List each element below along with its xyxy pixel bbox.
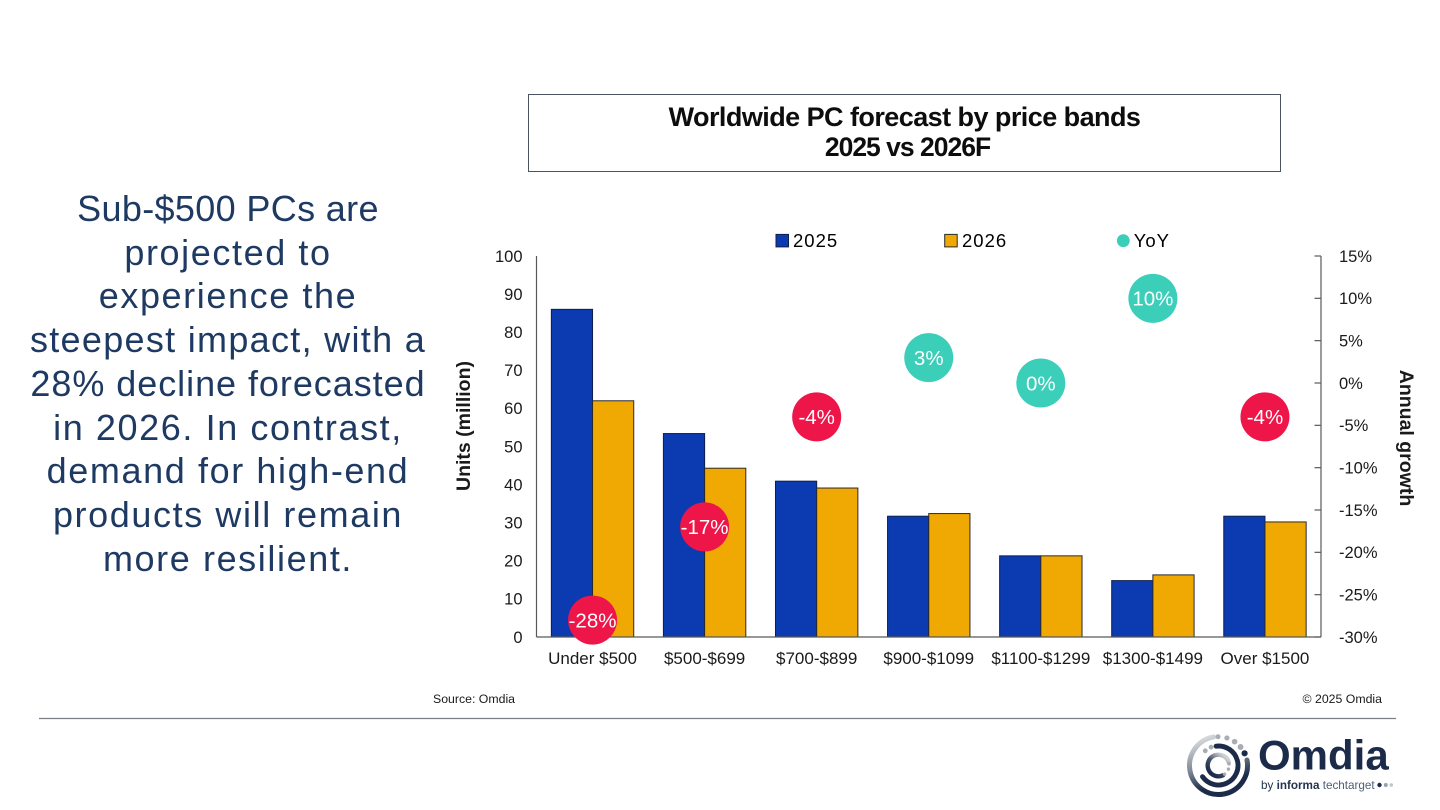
svg-text:2025: 2025: [793, 230, 838, 251]
svg-text:$1300-$1499: $1300-$1499: [1103, 649, 1203, 668]
svg-text:-4%: -4%: [1247, 406, 1283, 429]
svg-text:-17%: -17%: [681, 516, 729, 539]
svg-text:Over $1500: Over $1500: [1221, 649, 1310, 668]
svg-text:by informa techtarget: by informa techtarget: [1261, 779, 1375, 792]
svg-text:0%: 0%: [1339, 375, 1363, 393]
svg-text:$700-$899: $700-$899: [776, 649, 857, 668]
svg-text:70: 70: [504, 362, 522, 380]
svg-text:2026: 2026: [962, 230, 1007, 251]
svg-text:-15%: -15%: [1339, 502, 1378, 520]
svg-text:-10%: -10%: [1339, 459, 1378, 477]
svg-text:3%: 3%: [914, 347, 944, 370]
svg-text:5%: 5%: [1339, 332, 1363, 350]
svg-text:-4%: -4%: [798, 406, 834, 429]
svg-text:Units (million): Units (million): [453, 361, 475, 491]
svg-text:-25%: -25%: [1339, 586, 1378, 604]
svg-text:© 2025 Omdia: © 2025 Omdia: [1303, 692, 1383, 706]
svg-text:10: 10: [504, 591, 522, 609]
svg-text:20: 20: [504, 553, 522, 571]
svg-text:10%: 10%: [1132, 288, 1173, 311]
svg-text:15%: 15%: [1339, 248, 1372, 266]
svg-text:80: 80: [504, 324, 522, 342]
svg-text:Source: Omdia: Source: Omdia: [433, 692, 515, 706]
svg-text:100: 100: [495, 248, 523, 266]
svg-text:Annual growth: Annual growth: [1395, 370, 1417, 506]
svg-text:$900-$1099: $900-$1099: [883, 649, 974, 668]
svg-text:$1100-$1299: $1100-$1299: [991, 649, 1090, 668]
svg-text:50: 50: [504, 438, 522, 456]
svg-text:-20%: -20%: [1339, 544, 1378, 562]
svg-text:40: 40: [504, 476, 522, 494]
svg-text:90: 90: [504, 286, 522, 304]
svg-text:10%: 10%: [1339, 290, 1372, 308]
svg-text:30: 30: [504, 515, 522, 533]
svg-text:Under $500: Under $500: [548, 649, 637, 668]
svg-text:-5%: -5%: [1339, 417, 1369, 435]
svg-text:YoY: YoY: [1134, 230, 1170, 251]
svg-text:Omdia: Omdia: [1258, 732, 1389, 779]
svg-text:-30%: -30%: [1339, 629, 1378, 647]
svg-text:0%: 0%: [1026, 372, 1056, 395]
svg-text:60: 60: [504, 400, 522, 418]
svg-text:$500-$699: $500-$699: [664, 649, 745, 668]
svg-text:-28%: -28%: [569, 609, 617, 632]
svg-text:0: 0: [513, 629, 522, 647]
